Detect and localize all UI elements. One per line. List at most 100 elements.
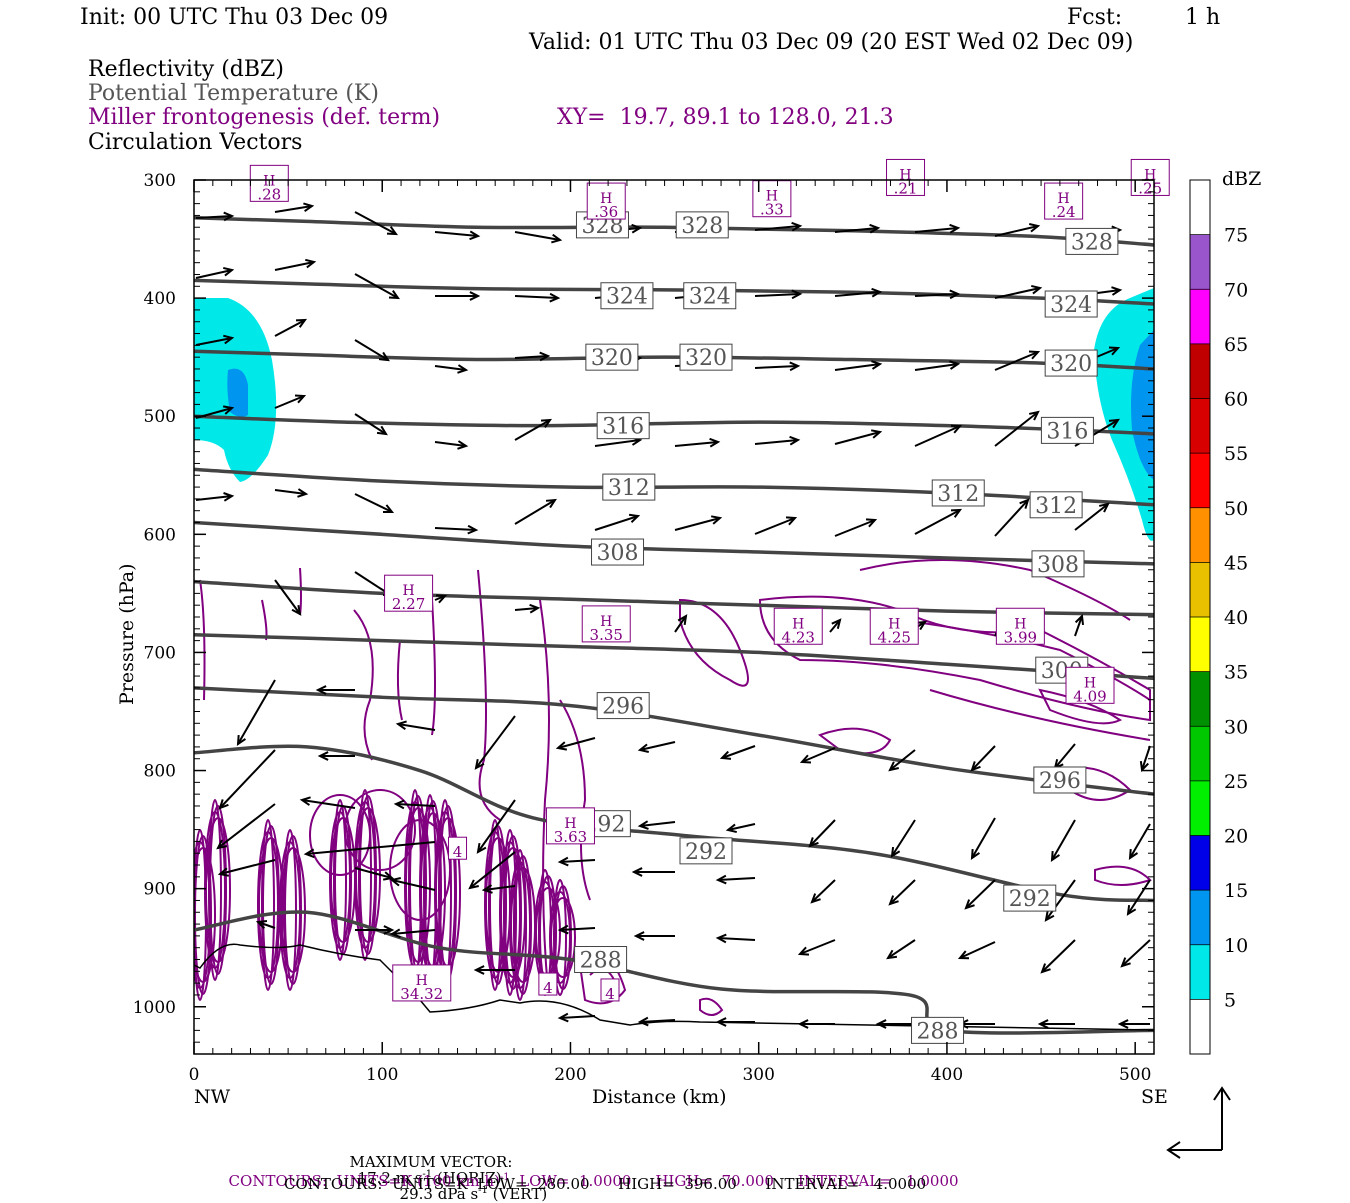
theta-label-8: 320 bbox=[1050, 352, 1092, 377]
theta-label-17: 296 bbox=[602, 695, 644, 720]
circulation-vector-1-head bbox=[303, 202, 315, 212]
circulation-vector-78 bbox=[889, 749, 916, 771]
circulation-vector-105 bbox=[1127, 879, 1151, 915]
theta-label-box-13 bbox=[1029, 491, 1083, 519]
theta-label-13: 312 bbox=[1035, 494, 1077, 519]
max-vector-vert-exp: -1 bbox=[478, 1185, 488, 1196]
max-vector-label: MAXIMUM VECTOR: bbox=[349, 1153, 513, 1171]
frontogenesis-band-4-1 bbox=[334, 805, 352, 955]
circulation-vector-114 bbox=[887, 939, 916, 959]
field-frontogenesis: Miller frontogenesis (def. term) bbox=[88, 105, 441, 130]
forecast-hour: 1 h bbox=[1185, 5, 1221, 30]
circulation-vector-110-head bbox=[557, 924, 569, 935]
fronto-max-value-6: 2.27 bbox=[392, 595, 425, 613]
circulation-vector-109-head bbox=[481, 884, 493, 894]
colorbar-segment-9 bbox=[1190, 507, 1210, 563]
circulation-vector-88-head bbox=[725, 823, 737, 834]
circulation-vector-90 bbox=[891, 819, 916, 857]
circulation-vector-15-head bbox=[469, 291, 481, 301]
colorbar-label-10: 10 bbox=[1224, 935, 1248, 957]
circulation-vector-87 bbox=[639, 821, 676, 827]
fronto-max-value-1: .36 bbox=[594, 203, 618, 221]
fronto-max-h-2: H bbox=[766, 189, 778, 205]
max-vector-horiz-tag: (HORIZ) bbox=[432, 1169, 502, 1187]
theta-label-box-22 bbox=[574, 946, 628, 974]
colorbar-label-75: 75 bbox=[1224, 225, 1248, 247]
circulation-vector-84-head bbox=[393, 799, 405, 810]
circulation-vector-118 bbox=[257, 921, 276, 929]
x-right-label: SE bbox=[1141, 1086, 1168, 1108]
circulation-vector-75 bbox=[639, 741, 676, 751]
fronto-max-value-9: 4.25 bbox=[878, 628, 911, 646]
circulation-vector-74 bbox=[557, 737, 596, 749]
circulation-vector-120-head bbox=[389, 928, 401, 939]
x-tick-label-300: 300 bbox=[742, 1065, 774, 1085]
max-vector-vert-tag: (VERT) bbox=[487, 1185, 548, 1203]
circulation-vector-113 bbox=[799, 939, 836, 955]
circulation-vector-10 bbox=[994, 225, 1039, 237]
fronto-max-box-4 bbox=[1044, 182, 1084, 220]
colorbar-label-5: 5 bbox=[1224, 989, 1236, 1011]
theta-label-box-23 bbox=[911, 1016, 965, 1044]
circulation-vector-21 bbox=[914, 293, 959, 297]
circulation-vector-13-head bbox=[305, 258, 317, 269]
fronto-max-h-8: H bbox=[792, 616, 804, 632]
contours-fronto-units: CONTOURS: UNITS=K (100 km h) bbox=[228, 1172, 500, 1190]
circulation-vector-16-head bbox=[549, 292, 561, 303]
circulation-vector-93-head bbox=[1128, 848, 1139, 860]
fronto-max-value-13: 34.32 bbox=[400, 985, 443, 1003]
circulation-vector-97-head bbox=[468, 879, 479, 890]
colorbar-label-70: 70 bbox=[1224, 279, 1248, 301]
frontogenesis-cell-c bbox=[389, 819, 451, 921]
circulation-vector-103-head bbox=[964, 899, 975, 910]
circulation-vector-65 bbox=[674, 615, 687, 633]
circulation-vector-45 bbox=[914, 425, 961, 447]
circulation-vector-98 bbox=[559, 859, 596, 863]
frontogenesis-contour-8 bbox=[559, 699, 591, 901]
colorbar-label-40: 40 bbox=[1224, 607, 1248, 629]
circulation-vector-83-head bbox=[317, 751, 329, 761]
circulation-vector-110 bbox=[559, 927, 596, 931]
circulation-vector-69 bbox=[1074, 615, 1083, 637]
circulation-vector-107-head bbox=[382, 871, 395, 881]
circulation-vector-2-head bbox=[386, 226, 399, 236]
circulation-vector-75-head bbox=[637, 743, 649, 753]
fronto-max-box-11 bbox=[1065, 666, 1115, 704]
theta-label-box-15 bbox=[1031, 550, 1085, 578]
circulation-vector-55-head bbox=[785, 516, 798, 526]
frontogenesis-contour-13 bbox=[929, 689, 1151, 741]
colorbar-label-65: 65 bbox=[1224, 334, 1248, 356]
y-tick-label-700: 700 bbox=[144, 643, 176, 663]
circulation-vector-20-head bbox=[871, 287, 883, 298]
circulation-vector-21-head bbox=[949, 289, 961, 300]
circulation-vector-47-head bbox=[1108, 418, 1120, 429]
circulation-vector-92 bbox=[1051, 819, 1076, 861]
fronto-max-value-2: .33 bbox=[760, 201, 784, 219]
contours-fronto-rest: LOW= 1.0000 HIGH= 70.000 INTERVAL= 1.000… bbox=[509, 1172, 959, 1190]
circulation-vector-122 bbox=[559, 1015, 596, 1019]
circulation-vector-107 bbox=[354, 867, 393, 879]
circulation-vector-39-head bbox=[457, 440, 469, 450]
colorbar-segment-1 bbox=[1190, 944, 1210, 1000]
theta-label-10: 316 bbox=[1046, 419, 1088, 444]
colorbar-label-60: 60 bbox=[1224, 389, 1248, 411]
horizontal-scale-arrow-icon bbox=[1166, 1141, 1222, 1159]
x-left-label: NW bbox=[194, 1086, 231, 1108]
circulation-vector-126-head bbox=[875, 1019, 887, 1029]
theta-label-box-5 bbox=[1044, 290, 1098, 318]
circulation-vector-5-head bbox=[631, 223, 643, 234]
circulation-vector-102-head bbox=[888, 895, 899, 906]
fronto-max-value-15: 4 bbox=[543, 979, 553, 997]
theta-label-4: 324 bbox=[689, 285, 731, 310]
frontogenesis-contour-0 bbox=[199, 579, 206, 701]
contours-fronto-exp: -1 bbox=[499, 1172, 510, 1183]
fronto-max-h-4: H bbox=[1058, 191, 1070, 207]
theta-contour-308 bbox=[194, 520, 1154, 566]
circulation-vector-90-head bbox=[890, 846, 901, 858]
circulation-vector-12-head bbox=[223, 266, 235, 277]
fronto-max-h-11: H bbox=[1084, 675, 1096, 691]
circulation-vector-14 bbox=[354, 273, 399, 299]
frontogenesis-contour-7 bbox=[539, 599, 550, 991]
circulation-vector-79 bbox=[971, 745, 996, 771]
colorbar-segment-14 bbox=[1190, 234, 1210, 290]
